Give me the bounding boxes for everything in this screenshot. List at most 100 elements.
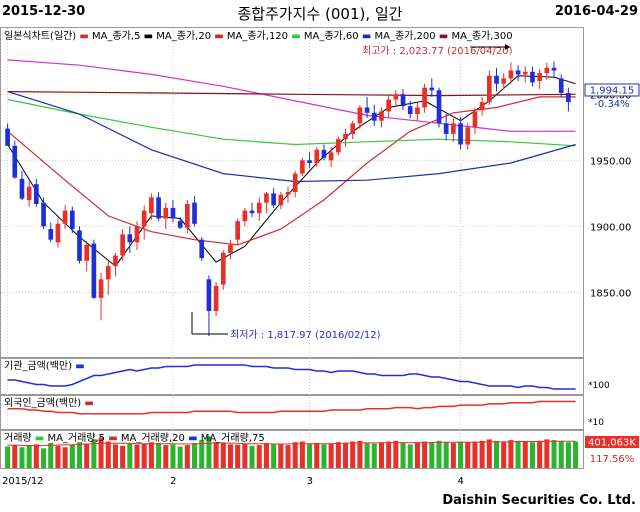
candle-body [34,184,39,204]
volume-bar [199,440,205,468]
candle-body [5,128,10,146]
volume-panel-frame [0,430,584,469]
volume-bar [285,445,291,468]
foreign-panel-frame [0,395,584,430]
volume-bar [529,442,535,468]
ma-line-ma5 [7,75,576,267]
volume-bar [192,442,198,468]
foreign-label: 외국인_금액(백만) ▬ [4,397,94,409]
volume-bar [105,441,111,468]
candle-body [249,210,255,214]
volume-bar [127,442,133,468]
candle-body [220,252,226,285]
volume-bar [422,441,428,468]
ma-line-ma60 [7,98,576,147]
candle-body [465,127,471,145]
volume-bar [343,442,349,468]
volume-bar [98,437,104,468]
x-tick-label: 2 [170,476,176,487]
volume-bar [278,443,284,468]
candle-body [328,152,334,161]
volume-bar [501,441,507,468]
current-price: 1,994.15 [590,86,635,97]
y-tick-label: 1850.00 [590,289,631,300]
volume-bar [335,442,341,468]
candle-body [170,207,176,219]
start-date: 2015-12-30 [2,4,86,19]
candle-body [127,234,133,243]
candle-body [156,197,161,219]
volume-bar [55,445,61,468]
volume-bar [235,444,241,468]
candle-body [177,221,183,228]
volume-bar [41,448,47,468]
volume-ma-line [7,440,576,446]
candle-body [544,67,550,74]
volume-bar [249,445,255,468]
candle-body [379,111,384,121]
volume-ratio: 117.56% [590,454,635,465]
volume-bar [33,444,39,468]
volume-bar [62,447,68,468]
volume-bar [558,440,564,468]
volume-bar [350,441,356,468]
candle-body [285,192,291,195]
candle-body [522,71,528,75]
candle-body [458,123,463,145]
candle-body [451,123,456,134]
current-price-box [584,83,640,97]
candle-body [105,266,111,280]
candle-body [113,255,118,267]
volume-bar [393,440,399,468]
candle-body [400,94,406,107]
candle-body [443,123,449,134]
volume-bar [12,445,18,468]
volume-bar [242,443,248,468]
candle-body [407,106,413,115]
institution-line [7,364,576,390]
x-tick-label: 2015/12 [2,476,44,487]
candle-body [98,279,104,298]
min-price-label: 최저가 : 1,817.97 (2016/02/12) [230,329,381,341]
candle-body [415,107,420,115]
volume-bar [91,439,97,468]
candle-body [566,92,571,103]
volume-bar [508,440,514,468]
volume-bar [170,444,176,468]
ma-line-ma300 [7,91,576,97]
foreign-line [7,400,576,415]
volume-bar [544,439,550,468]
candle-body [350,123,356,134]
x-axis-labels: 2015/12 2 3 4 [2,476,464,487]
candle-body [19,178,25,199]
volume-bar [120,445,126,468]
change-percent: -0.34% [594,99,629,110]
volume-bar [493,440,500,468]
volume-bar [479,440,485,468]
volume-bar [206,436,212,468]
candle-body [515,70,521,75]
candle-body [486,75,492,103]
volume-bar [271,444,277,468]
foreign-series [7,400,576,415]
volume-bar [443,442,449,468]
volume-bar [458,441,464,468]
volume-bar [163,445,169,468]
candle-body [300,160,305,174]
candle-body [494,75,499,84]
volume-bar [472,441,478,468]
candle-body [91,243,97,298]
volume-bar [414,442,420,468]
ma-line-ma20 [7,96,576,246]
candle-body [386,99,391,112]
candle-body [256,202,262,214]
volume-value-box [585,436,639,448]
foreign-tick: *10 [588,418,604,428]
max-price-label: 최고가 : 2,023.77 (2016/04/20) [362,45,513,57]
candle-body [149,197,154,214]
volume-bar [314,442,320,468]
volume-bar [436,440,442,468]
volume-bar [307,443,313,468]
